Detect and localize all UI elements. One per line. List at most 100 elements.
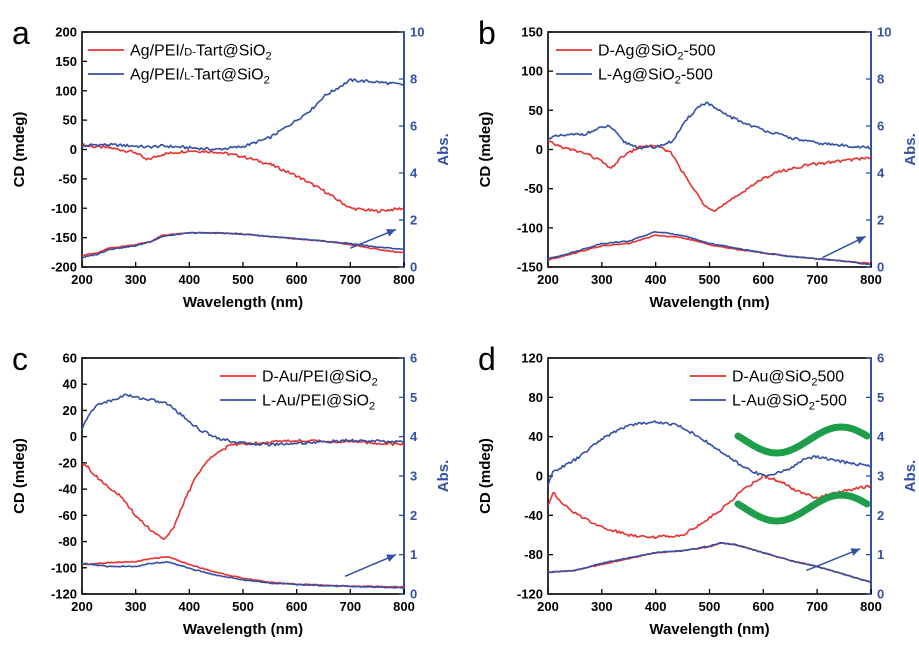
y-axis-title: CD (mdeg) [11,112,28,188]
y-tick-label: 100 [521,64,543,79]
y2-tick-label: 6 [410,119,417,134]
y-tick-label: 200 [55,25,77,40]
series-line-red-cd [82,438,404,540]
series-line-red-abs [548,542,871,583]
y2-tick-label: 3 [410,469,417,484]
x-axis-title: Wavelength (nm) [649,621,769,638]
series-line-blue-abs [548,231,871,266]
x-axis-title: Wavelength (nm) [183,621,303,638]
x-tick-label: 700 [806,272,828,287]
panel-c: 200 300 400 500 600 700 800-120-100-80-60-40-2… [11,341,452,638]
y2-tick-label: 5 [877,390,884,405]
y2-axis-title: Abs. [902,460,919,493]
x-tick-label: 600 [286,272,308,287]
y-tick-label: -120 [517,587,543,602]
y2-tick-label: 0 [877,260,884,275]
y-axis-title: CD (mdeg) [11,438,28,514]
series-line-blue-cd [82,393,404,447]
x-tick-label: 400 [645,599,667,614]
x-tick-label: 200 [71,599,93,614]
y-tick-label: -60 [58,508,77,523]
axis-pointer-arrow [344,553,397,577]
y-tick-label: -50 [524,181,543,196]
series-line-blue-cd [548,420,871,487]
series-line-blue-abs [82,561,404,589]
y2-axis-title: Abs. [435,133,452,166]
panel-letter: b [478,15,496,51]
x-tick-label: 600 [286,599,308,614]
y2-tick-label: 8 [410,72,417,87]
x-tick-label: 300 [591,599,613,614]
x-tick-label: 400 [178,599,200,614]
y-tick-label: 50 [63,113,77,128]
y2-tick-label: 6 [410,351,417,366]
y-tick-label: 40 [529,429,543,444]
x-tick-label: 500 [232,272,254,287]
y-tick-label: 60 [63,351,77,366]
y2-axis-title: Abs. [435,460,452,493]
y-tick-label: 150 [521,25,543,40]
y2-tick-label: 0 [410,587,417,602]
y2-tick-label: 1 [877,547,884,562]
y-axis-title: CD (mdeg) [477,438,494,514]
y-tick-label: -20 [58,455,77,470]
legend-entry: L-Au/PEI@SiO2 [262,393,375,413]
x-tick-label: 500 [232,599,254,614]
y2-tick-label: 4 [877,166,885,181]
y-tick-label: -100 [517,220,543,235]
chirality-wave-mark [734,491,871,525]
y-axis-title: CD (mdeg) [477,112,494,188]
legend-entry: D-Au/PEI@SiO2 [262,369,378,389]
x-tick-label: 600 [752,599,774,614]
x-tick-label: 300 [125,272,147,287]
axis-pointer-arrowhead [386,554,396,562]
x-tick-label: 700 [806,599,828,614]
axis-pointer-arrowhead [386,229,396,237]
panel-letter: a [12,15,30,51]
y-tick-label: -50 [58,171,77,186]
y-tick-label: -150 [51,230,77,245]
series-line-blue-cd [548,101,871,150]
y-tick-label: -150 [517,260,543,275]
legend-entry: Ag/PEI/D-Tart@SiO2 [130,43,272,63]
x-tick-label: 300 [591,272,613,287]
y2-tick-label: 10 [877,25,891,40]
series-line-blue-abs [548,541,871,584]
y2-axis-title: Abs. [902,133,919,166]
y-tick-label: 50 [529,103,543,118]
y-tick-label: -100 [51,201,77,216]
y-tick-label: 80 [529,390,543,405]
y-tick-label: 20 [63,403,77,418]
y2-tick-label: 1 [410,547,417,562]
x-tick-label: 800 [393,599,415,614]
x-tick-label: 400 [645,272,667,287]
x-tick-label: 200 [537,599,559,614]
x-tick-label: 600 [752,272,774,287]
x-tick-label: 200 [71,272,93,287]
y2-tick-label: 6 [877,119,884,134]
y-tick-label: 0 [70,142,77,157]
panel-letter: c [12,341,28,377]
panel-a: 200 300 400 500 600 700 800 -200 -150 -100 -50 0 50 1… [11,15,452,311]
y2-tick-label: 2 [877,213,884,228]
y2-tick-label: 2 [410,213,417,228]
y-tick-label: -100 [51,560,77,575]
y-tick-label: 120 [521,351,543,366]
y-tick-label: 0 [536,142,543,157]
panel-d: 200 300 400 500 600 700 800 -120 -80 -40 0 40 80 120 0… [477,341,919,638]
x-tick-label: 800 [860,272,882,287]
y2-tick-label: 4 [410,166,418,181]
x-tick-label: 500 [699,599,721,614]
x-tick-label: 400 [178,272,200,287]
chirality-wave-mark [734,423,871,457]
y-tick-label: -80 [58,534,77,549]
legend-entry: Ag/PEI/L-Tart@SiO2 [130,67,270,87]
legend-entry: L-Ag@SiO2-500 [598,67,713,87]
x-tick-label: 300 [125,599,147,614]
y2-tick-label: 2 [877,508,884,523]
axis-pointer-arrowhead [850,548,861,556]
y-tick-label: -120 [51,587,77,602]
series-line-red-cd [548,140,871,212]
x-axis-title: Wavelength (nm) [649,294,769,311]
